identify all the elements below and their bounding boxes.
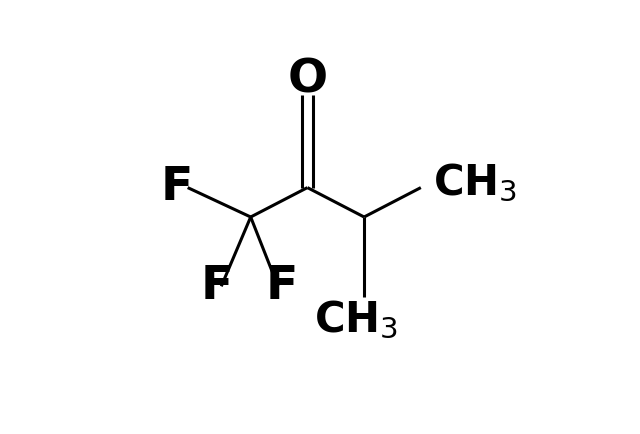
Text: CH$_3$: CH$_3$	[433, 162, 518, 204]
Text: CH$_3$: CH$_3$	[314, 299, 397, 341]
Text: F: F	[201, 264, 233, 309]
Text: O: O	[287, 58, 328, 103]
Text: F: F	[161, 165, 193, 210]
Text: F: F	[266, 264, 298, 309]
